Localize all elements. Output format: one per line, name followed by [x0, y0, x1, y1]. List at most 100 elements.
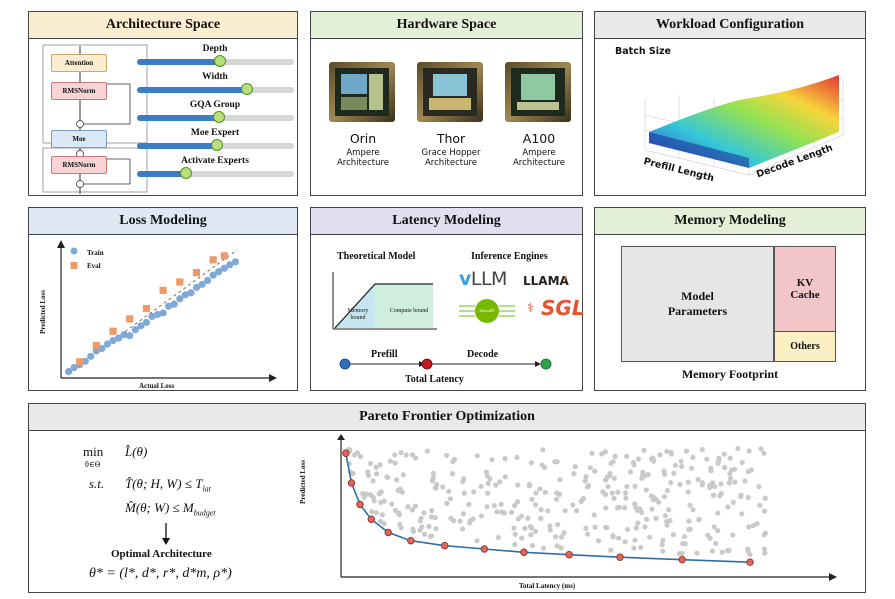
candidate-point	[528, 532, 534, 538]
candidate-point	[587, 464, 593, 471]
candidate-point	[685, 489, 691, 495]
slider-moe-expert-knob[interactable]	[211, 139, 224, 151]
slider-activate-experts-knob[interactable]	[179, 167, 192, 179]
candidate-point	[745, 546, 751, 552]
candidate-point	[376, 491, 382, 497]
train-point	[181, 291, 189, 299]
legend-eval-label: Eval	[87, 262, 101, 270]
hardware-space-panel: Hardware Space Orin Ampere Archi	[310, 11, 583, 196]
candidate-point	[373, 464, 379, 470]
candidate-point	[552, 534, 559, 540]
slider-depth[interactable]	[137, 55, 294, 67]
candidate-point	[540, 447, 546, 453]
vllm-logo-v: v	[459, 268, 471, 290]
model-parameters-label: Model Parameters	[667, 289, 728, 318]
candidate-point	[532, 502, 539, 508]
candidate-point	[746, 524, 752, 530]
others-block: Others	[774, 331, 836, 362]
chip-thor-line1: Grace Hopper	[421, 148, 481, 158]
candidate-point	[718, 491, 725, 497]
candidate-point	[758, 446, 764, 452]
theoretical-model-title: Theoretical Model	[337, 251, 416, 262]
candidate-point	[592, 524, 598, 530]
candidate-point	[538, 515, 544, 521]
candidate-point	[726, 480, 732, 486]
candidate-point	[429, 478, 435, 484]
memory-modeling-title: Memory Modeling	[595, 208, 865, 235]
candidate-point	[696, 516, 702, 522]
candidate-point	[722, 464, 728, 471]
candidate-point	[519, 513, 525, 519]
train-point	[109, 336, 117, 345]
candidate-point	[688, 465, 695, 471]
candidate-point	[398, 450, 404, 456]
candidate-point	[660, 548, 666, 554]
slider-activate-experts[interactable]	[137, 167, 294, 179]
candidate-point	[359, 490, 366, 497]
slider-moe-expert[interactable]	[137, 139, 294, 151]
candidate-point	[610, 533, 616, 539]
candidate-point	[746, 448, 752, 454]
kv-cache-label: KV Cache	[790, 277, 820, 301]
candidate-point	[739, 511, 745, 517]
candidate-point	[647, 534, 653, 540]
candidate-point	[448, 515, 454, 522]
candidate-point	[363, 491, 370, 497]
loss-ylabel: Predicted Loss	[39, 289, 48, 335]
train-point	[209, 271, 217, 279]
eval-point	[192, 269, 201, 277]
candidate-point	[417, 518, 423, 524]
candidate-point	[512, 541, 518, 548]
candidate-point	[622, 539, 628, 545]
train-point	[170, 300, 178, 308]
legend-train-marker	[70, 247, 78, 255]
architecture-space-panel: Architecture Space Attention RMSNorm Moe…	[28, 11, 298, 196]
candidate-point	[694, 550, 700, 556]
candidate-point	[695, 476, 701, 483]
train-point	[64, 368, 73, 376]
candidate-point	[704, 456, 710, 462]
candidate-point	[677, 481, 683, 488]
train-point	[142, 318, 151, 326]
candidate-point	[392, 460, 398, 466]
latency-modeling-title: Latency Modeling	[311, 208, 582, 235]
train-point	[231, 258, 240, 266]
candidate-point	[409, 452, 416, 458]
candidate-point	[371, 498, 377, 504]
slider-gqa-label: GQA Group	[189, 100, 241, 110]
prefill-start-node	[339, 358, 351, 370]
slider-width[interactable]	[137, 83, 294, 95]
candidate-point	[555, 521, 561, 528]
candidate-point	[584, 484, 591, 490]
candidate-point	[624, 526, 631, 533]
candidate-point	[716, 455, 722, 461]
candidate-point	[650, 455, 656, 461]
candidate-point	[537, 486, 543, 492]
slider-gqa-group[interactable]	[137, 111, 294, 123]
objective-formula: L̂(θ)	[125, 444, 148, 459]
slider-width-knob[interactable]	[240, 83, 253, 95]
eval-point	[159, 286, 167, 294]
chip-images	[329, 62, 571, 122]
candidate-point	[389, 501, 395, 507]
candidate-point	[633, 525, 639, 531]
candidate-point	[424, 448, 430, 454]
candidate-point	[583, 474, 589, 480]
candidate-point	[547, 527, 553, 533]
chip-a100-line2: Architecture	[512, 158, 566, 168]
candidate-point	[661, 468, 667, 474]
candidate-point	[484, 473, 490, 479]
candidate-point	[745, 468, 751, 475]
candidate-point	[558, 545, 564, 551]
workload-configuration-panel: Workload Configuration Batch Size	[594, 11, 866, 196]
slider-depth-knob[interactable]	[214, 55, 227, 67]
train-point	[220, 264, 228, 272]
train-point	[153, 310, 162, 319]
candidate-point	[600, 489, 606, 495]
candidate-point	[502, 456, 508, 462]
pareto-point	[407, 536, 415, 545]
slider-gqa-knob[interactable]	[212, 111, 225, 123]
candidate-point	[384, 474, 390, 480]
chip-thor-line2: Architecture	[424, 158, 478, 168]
candidate-point	[370, 478, 376, 484]
